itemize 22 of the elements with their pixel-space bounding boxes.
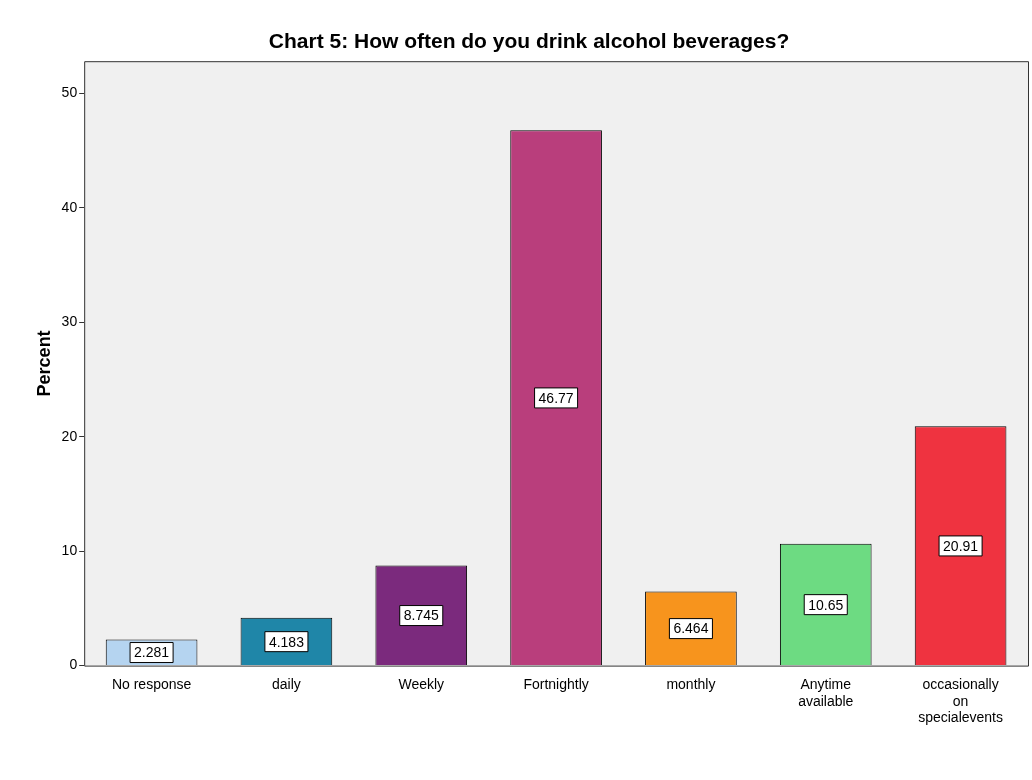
y-tick-label: 0 — [69, 656, 78, 673]
y-tick-label: 10 — [61, 541, 78, 558]
x-tick-label: Anytime available — [798, 675, 854, 709]
data-label: 46.77 — [538, 389, 574, 406]
data-label: 20.91 — [943, 537, 979, 554]
chart-title: Chart 5: How often do you drink alcohol beverages? — [268, 29, 790, 53]
y-tick-label: 20 — [61, 427, 78, 444]
x-tick-label: occasionally on specialevents — [918, 675, 1003, 726]
y-tick-label: 50 — [61, 84, 78, 101]
x-tick-label: No response — [111, 675, 192, 692]
data-label: 2.281 — [134, 644, 170, 661]
x-tick-label: Weekly — [398, 675, 445, 692]
x-tick-label: Fortnightly — [523, 675, 589, 692]
data-label: 10.65 — [808, 596, 844, 613]
y-tick-label: 30 — [61, 313, 78, 330]
y-tick-label: 40 — [61, 198, 78, 215]
x-tick-label: monthly — [666, 675, 716, 692]
data-label: 6.464 — [673, 620, 709, 637]
data-label: 8.745 — [403, 607, 439, 624]
x-tick-label: daily — [272, 675, 301, 692]
y-axis-title: Percent — [33, 330, 54, 397]
data-label: 4.183 — [268, 633, 305, 650]
